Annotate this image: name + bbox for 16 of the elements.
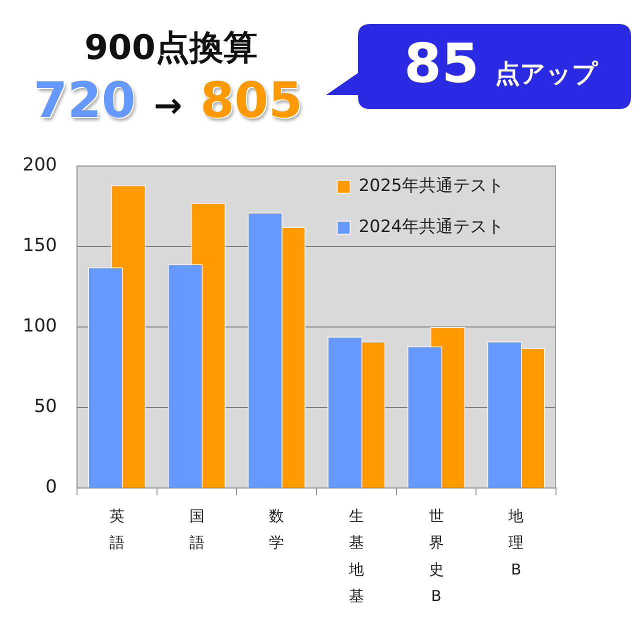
x-tick-label: 英語 [109, 507, 124, 552]
x-tick-label: 生基地基 [348, 507, 364, 605]
y-tick-label: 150 [22, 235, 57, 256]
legend-label: 2024年共通テスト [358, 217, 504, 238]
chart-title: 900点換算 [84, 28, 258, 68]
y-tick-label: 0 [46, 476, 57, 498]
y-tick-label: 50 [34, 396, 57, 418]
text: 85 点アップ [404, 31, 598, 97]
x-tick-label: 数学 [269, 507, 284, 552]
y-tick-label: 100 [22, 316, 57, 337]
x-tick-label: 国語 [189, 507, 204, 552]
legend-label: 2025年共通テスト [358, 176, 504, 196]
y-tick-label: 200 [22, 154, 57, 176]
x-tick-label: 世界史B [428, 507, 444, 605]
x-tick-label: 地理B [508, 507, 524, 578]
chart-subtitle: 720 → 805 [33, 72, 303, 129]
